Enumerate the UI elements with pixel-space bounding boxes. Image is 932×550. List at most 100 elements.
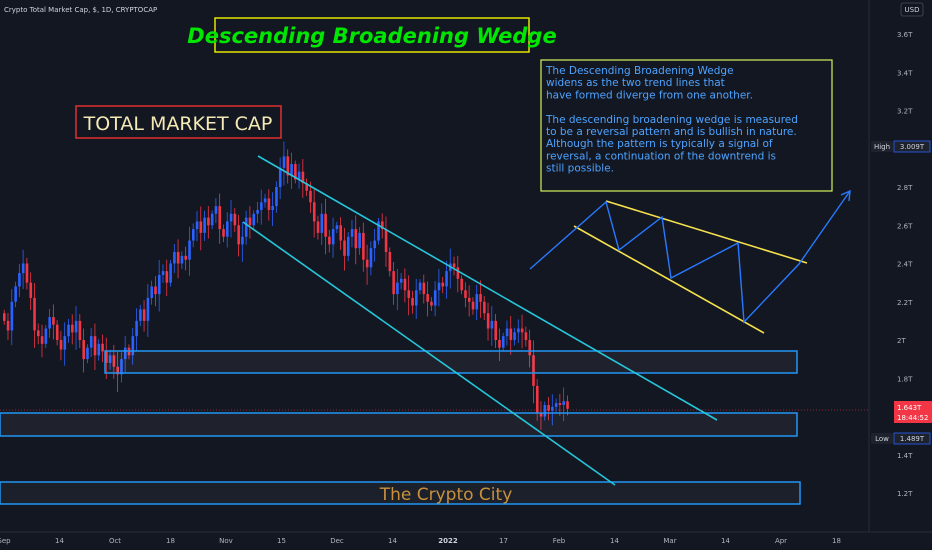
candle-body	[426, 294, 429, 302]
candle-body	[396, 282, 399, 295]
price-tick: 1.8T	[897, 375, 913, 383]
candle-body	[407, 290, 411, 298]
candle-body	[354, 229, 358, 249]
candle-body	[218, 206, 222, 230]
candle-body	[547, 405, 550, 411]
candle-body	[86, 347, 89, 360]
candle-body	[169, 263, 172, 283]
candle-body	[131, 336, 135, 356]
time-tick: 14	[610, 537, 619, 545]
candle-body	[25, 263, 29, 283]
time-tick: Dec	[330, 537, 344, 545]
candle-body	[67, 324, 70, 337]
candle-body	[199, 221, 203, 233]
time-tick: Feb	[553, 537, 566, 545]
candle-body	[339, 225, 343, 241]
time-tick: 15	[277, 537, 286, 545]
candle-body	[373, 240, 377, 249]
time-tick: 2022	[438, 537, 458, 545]
info-line: The descending broadening wedge is measu…	[545, 114, 798, 126]
candle-body	[252, 213, 256, 226]
candle-body	[301, 171, 305, 184]
candle-body	[105, 351, 108, 363]
candle-body	[260, 202, 263, 210]
candle-body	[324, 213, 327, 237]
market-cap-box	[75, 105, 282, 139]
candle-body	[350, 229, 354, 237]
candle-body	[233, 213, 237, 226]
candle-body	[120, 359, 123, 375]
candle-body	[192, 229, 195, 241]
candle-body	[377, 221, 380, 241]
candle-body	[346, 236, 350, 256]
candle-body	[528, 340, 532, 356]
low-label: Low	[875, 435, 889, 443]
candle-body	[237, 225, 240, 245]
candle-body	[456, 267, 460, 279]
candle-body	[286, 156, 290, 176]
candle-body	[384, 229, 388, 253]
candle-body	[10, 301, 14, 331]
candle-body	[433, 290, 437, 306]
time-tick: Apr	[775, 537, 787, 545]
candle-body	[505, 328, 509, 337]
market-cap-label: TOTAL MARKET CAP	[83, 113, 273, 135]
candle-body	[539, 412, 543, 417]
info-line: Although the pattern is typically a sign…	[546, 138, 773, 150]
price-tick: 3.4T	[897, 69, 913, 77]
resistance-zone	[104, 350, 798, 374]
candle-body	[520, 328, 524, 333]
candle-body	[154, 286, 157, 295]
upper-trend-line	[257, 155, 718, 421]
lower-trend-line	[242, 221, 616, 486]
candle-body	[282, 156, 286, 168]
candle-body	[214, 206, 218, 214]
candle-body	[29, 282, 33, 298]
price-tick: 2T	[897, 337, 906, 345]
candle-body	[475, 294, 479, 310]
bar-countdown: 18:44:52	[897, 414, 928, 422]
info-line: have formed diverge from one another.	[546, 89, 753, 101]
candle-body	[52, 317, 55, 325]
candle-body	[44, 328, 48, 344]
info-line: The Descending Broadening Wedge	[545, 65, 734, 77]
currency-badge[interactable]	[900, 2, 924, 17]
candle-body	[275, 187, 278, 207]
candle-body	[203, 217, 206, 233]
candle-body	[135, 320, 138, 337]
candle-body	[532, 355, 535, 386]
candle-body	[37, 330, 40, 337]
price-tick: 2.6T	[897, 222, 913, 230]
candle-body	[55, 324, 59, 340]
candle-body	[316, 221, 320, 233]
candle-body	[294, 164, 297, 180]
time-axis[interactable]: Sep 14 Oct 18 Nov 15 Dec 14 2022 17 Feb 14 Mar 14 Apr 1…	[0, 537, 841, 545]
candle-body	[256, 209, 259, 214]
candle-body	[63, 336, 67, 350]
candle-body	[441, 282, 445, 287]
candle-body	[498, 340, 501, 348]
time-tick: 18	[166, 537, 175, 545]
high-value: 3.009T	[900, 143, 925, 151]
candle-body	[467, 297, 471, 302]
candle-body	[392, 271, 395, 295]
candle-body	[150, 286, 154, 298]
candle-body	[543, 405, 547, 417]
title-box	[214, 17, 530, 53]
candle-body	[388, 252, 392, 272]
candle-body	[312, 202, 316, 222]
candle-body	[188, 240, 191, 260]
candle-body	[241, 236, 244, 245]
candle-body	[71, 324, 74, 333]
candle-body	[161, 271, 165, 275]
price-tick: 1.4T	[897, 452, 913, 460]
candle-body	[331, 229, 335, 245]
price-tick: 1.2T	[897, 490, 913, 498]
candle-body	[33, 297, 36, 331]
currency-label: USD	[905, 6, 920, 14]
support-zone	[0, 412, 798, 437]
wedge-price-path	[529, 190, 851, 324]
candle-body	[40, 336, 44, 344]
candle-body	[165, 271, 169, 283]
